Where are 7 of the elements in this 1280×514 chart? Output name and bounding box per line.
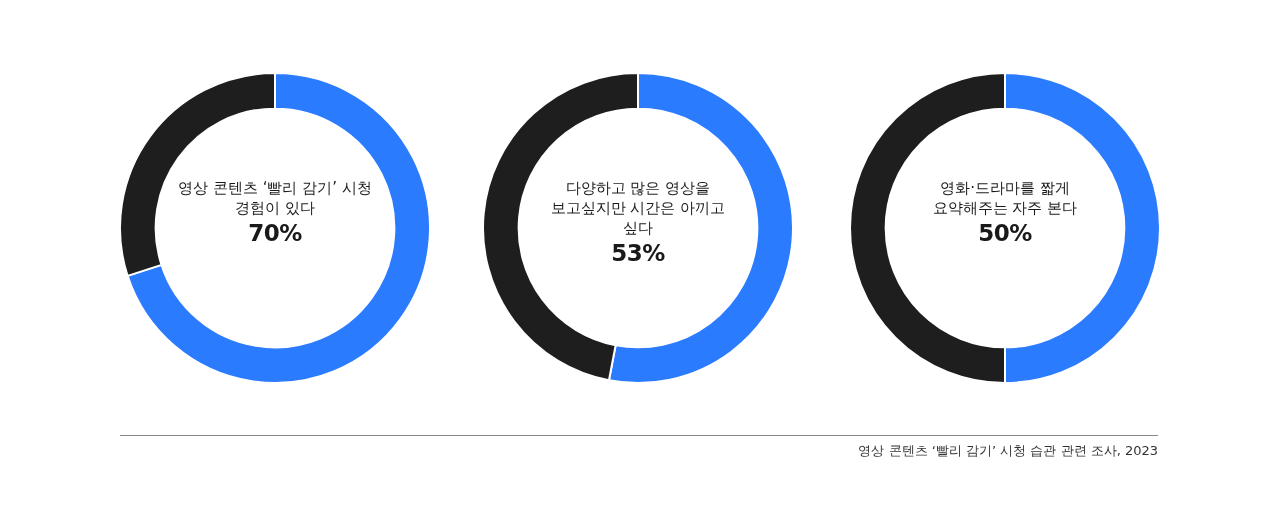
text: 영화·드라마를 짧게 요약해주는 자주 본다 [931, 178, 1079, 218]
data-label: 53% [610, 240, 666, 266]
text: 영상 콘텐츠 ‘빨리 감기’ 시청 습관 관련 조사, 2023 [858, 442, 1158, 460]
data-label: 50% [977, 220, 1033, 246]
data-label: 70% [247, 220, 303, 246]
text: 다양하고 많은 영상을 보고싶지만 시간은 아끼고 싶다 [549, 178, 727, 238]
text: 영상 콘텐츠 ‘빨리 감기’ 시청 경험이 있다 [177, 178, 373, 218]
